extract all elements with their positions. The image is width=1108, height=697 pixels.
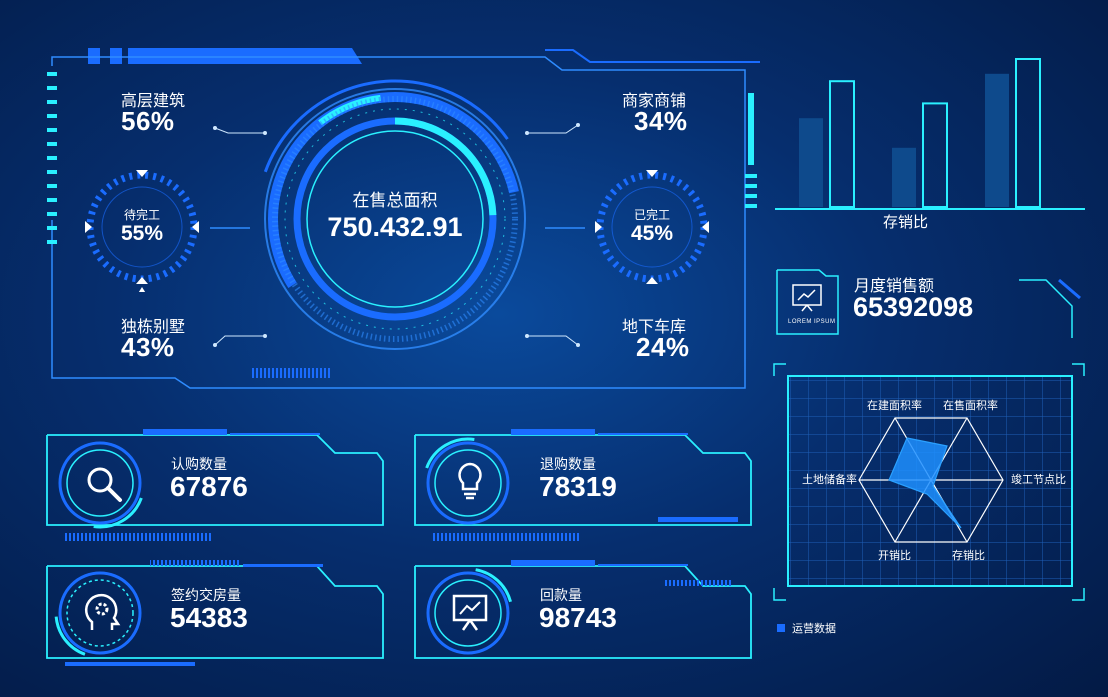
card-frame-3 — [46, 560, 384, 666]
bar-8 — [1015, 58, 1041, 208]
presentation-chart-icon — [792, 284, 822, 312]
bar-4 — [892, 147, 916, 207]
bar-5 — [922, 102, 948, 208]
monthly-sales-label: 月度销售额 — [854, 278, 935, 295]
gear-head-icon — [85, 593, 121, 630]
card-4-value: 98743 — [539, 602, 617, 633]
quadrant-top-right-label: 商家商铺 — [622, 93, 687, 110]
bar-1 — [799, 118, 823, 207]
card-2-value: 78319 — [539, 471, 617, 502]
center-title: 在售总面积 — [352, 191, 438, 210]
monthly-sales-frame — [776, 269, 1081, 338]
bar-2 — [829, 80, 855, 209]
lightbulb-icon — [458, 462, 482, 500]
radar-axis-2: 竣工节点比 — [1011, 472, 1066, 486]
card-3-label: 签约交房量 — [171, 587, 241, 603]
radar-axis-0: 在建面积率 — [867, 398, 922, 412]
search-icon — [87, 467, 122, 502]
bar-7 — [985, 73, 1009, 207]
dial-left-label: 待完工 — [123, 208, 160, 222]
card-3-value: 54383 — [170, 602, 248, 633]
presentation-chart-icon — [452, 594, 488, 631]
card-frame-1 — [46, 429, 384, 541]
dial-right-value: 45% — [630, 222, 674, 245]
quadrant-bottom-right-value: 24% — [636, 332, 690, 362]
center-value: 750.432.91 — [327, 212, 463, 242]
card-4-label: 回款量 — [540, 587, 582, 603]
radar-axis-4: 开销比 — [878, 548, 911, 562]
dial-right-label: 已完工 — [633, 208, 670, 222]
card-frame-4 — [414, 560, 752, 659]
card-1-label: 认购数量 — [171, 456, 227, 472]
quadrant-top-right-value: 34% — [634, 106, 688, 136]
quadrant-bottom-right-label: 地下车库 — [622, 319, 687, 336]
quadrant-bottom-left-label: 独栋别墅 — [121, 319, 186, 336]
dial-left — [85, 170, 199, 292]
monthly-icon-caption: LOREM IPSUM — [788, 319, 836, 325]
quadrant-bottom-left-value: 43% — [121, 332, 175, 362]
radar-axis-1: 在售面积率 — [943, 398, 998, 412]
card-2-label: 退购数量 — [540, 456, 596, 472]
radar-legend-swatch — [777, 624, 785, 632]
radar-axis-5: 土地储备率 — [802, 472, 857, 486]
card-frame-2 — [414, 429, 752, 541]
card-1-value: 67876 — [170, 471, 248, 502]
dial-right — [595, 170, 709, 284]
radar-series-area — [888, 437, 962, 529]
center-ring — [255, 79, 535, 359]
bar-chart-caption: 存销比 — [883, 214, 929, 231]
radar-legend-label: 运营数据 — [792, 623, 836, 635]
radar-chart: 在建面积率 在售面积率 竣工节点比 存销比 开销比 土地储备率 — [773, 363, 1085, 601]
radar-axis-3: 存销比 — [952, 548, 985, 562]
quadrant-top-left-value: 56% — [121, 106, 175, 136]
monthly-sales-value: 65392098 — [853, 292, 974, 322]
sales-ratio-bar-chart — [775, 58, 1085, 210]
dial-left-value: 55% — [120, 222, 164, 245]
quadrant-top-left-label: 高层建筑 — [121, 93, 186, 110]
